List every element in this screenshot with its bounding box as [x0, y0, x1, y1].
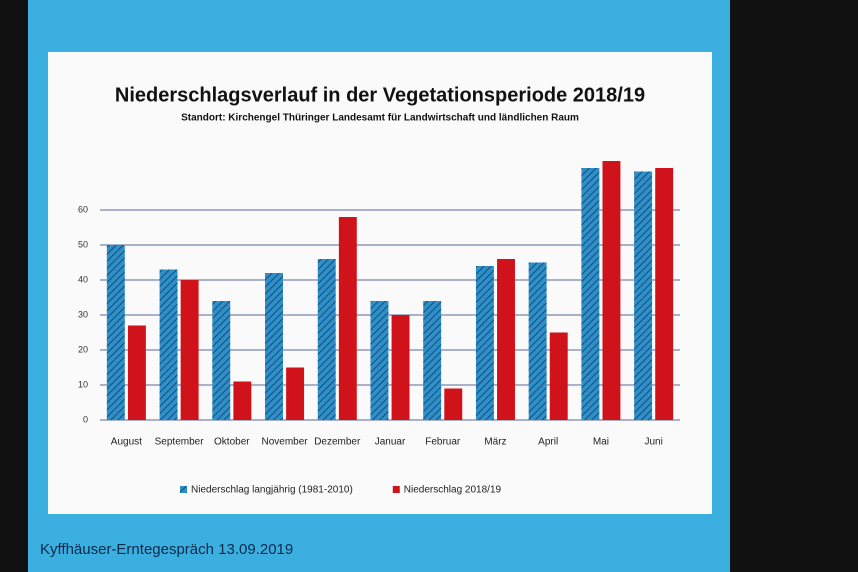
bar [106, 245, 125, 420]
x-tick-label: März [484, 437, 506, 448]
chart-title: Niederschlagsverlauf in der Vegetationsp… [115, 84, 645, 106]
x-tick-label: Januar [375, 437, 406, 448]
y-tick-label: 60 [78, 204, 88, 214]
x-tick-label: Februar [425, 437, 461, 448]
chart-panel [48, 52, 712, 514]
legend-label: Niederschlag 2018/19 [404, 485, 502, 496]
x-tick-label: Dezember [314, 437, 361, 448]
x-tick-label: April [538, 437, 558, 448]
bar [581, 168, 600, 420]
y-tick-label: 20 [78, 344, 88, 354]
bar [423, 301, 442, 420]
x-tick-label: Juni [644, 437, 662, 448]
bar [286, 367, 305, 420]
bar [338, 217, 357, 420]
bar [475, 266, 494, 420]
bar [159, 269, 178, 420]
bar [655, 168, 674, 420]
bar [444, 388, 463, 420]
y-tick-label: 0 [83, 414, 88, 424]
legend-label: Niederschlag langjährig (1981-2010) [191, 485, 353, 496]
x-tick-label: Mai [593, 437, 609, 448]
bar [370, 301, 389, 420]
legend-swatch [392, 486, 400, 493]
y-tick-label: 40 [78, 274, 88, 284]
bar [497, 259, 515, 420]
y-tick-label: 50 [78, 239, 88, 249]
bar [212, 301, 231, 420]
bar [602, 161, 621, 420]
bar [528, 262, 547, 420]
bar [634, 171, 653, 420]
bar [549, 332, 568, 420]
bar [391, 315, 410, 420]
bar [127, 325, 146, 420]
footer: Kyffhäuser-Erntegespräch 13.09.2019 [40, 541, 293, 558]
legend-swatch [180, 486, 187, 493]
x-tick-label: September [155, 437, 205, 448]
chart-subtitle: Standort: Kirchengel Thüringer Landesamt… [181, 113, 579, 124]
x-tick-label: August [111, 437, 142, 448]
bar [233, 381, 252, 420]
y-tick-label: 10 [78, 379, 88, 389]
x-tick-label: November [261, 437, 308, 448]
bar [317, 259, 336, 420]
bar [265, 273, 283, 420]
x-tick-label: Oktober [214, 437, 250, 448]
y-tick-label: 30 [78, 309, 88, 319]
bar [180, 280, 199, 420]
